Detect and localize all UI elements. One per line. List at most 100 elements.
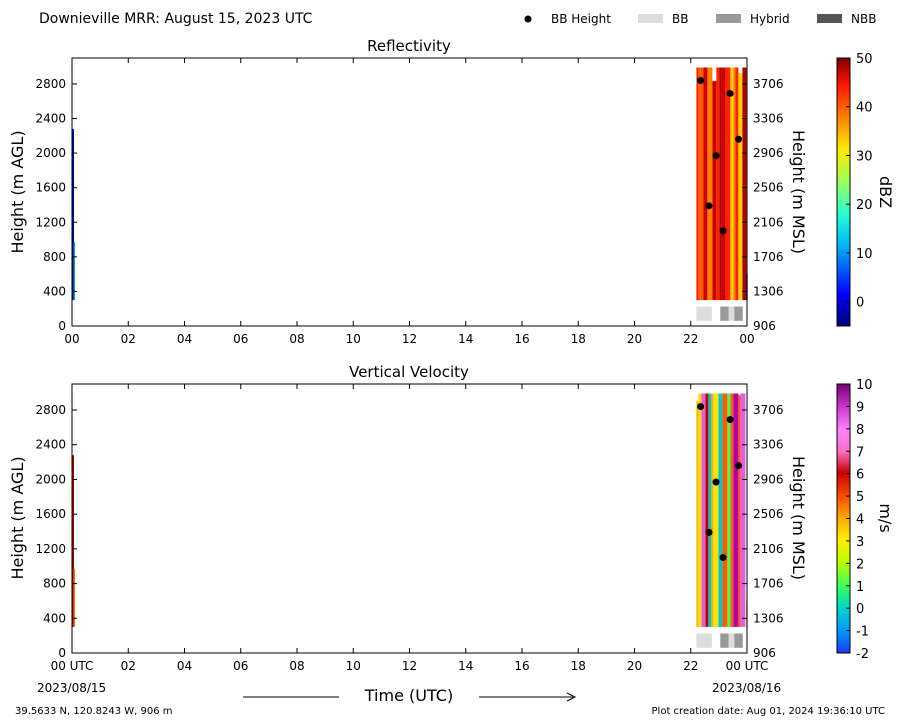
velocity-return-column bbox=[698, 393, 702, 627]
reflectivity-x-tick-label: 08 bbox=[289, 332, 304, 346]
reflectivity-y-right-tick-label: 1306 bbox=[753, 284, 784, 298]
velocity-colorbar-label: m/s bbox=[876, 503, 895, 532]
reflectivity-bb-type-block bbox=[728, 306, 735, 321]
legend: BB Height BB Hybrid NBB bbox=[524, 12, 876, 26]
reflectivity-colorbar-tick-label: 0 bbox=[856, 296, 864, 311]
velocity-bb-type-block bbox=[720, 633, 729, 648]
velocity-x-tick-label: 00 UTC bbox=[51, 659, 94, 673]
velocity-return-column bbox=[727, 393, 731, 627]
velocity-y-right-tick-label: 2506 bbox=[753, 507, 784, 521]
reflectivity-ylabel-right: Height (m MSL) bbox=[789, 130, 808, 254]
reflectivity-y-right-tick-label: 1706 bbox=[753, 250, 784, 264]
reflectivity-x-tick-label: 06 bbox=[233, 332, 248, 346]
velocity-colorbar-tick-label: 10 bbox=[856, 378, 873, 393]
reflectivity-early-return bbox=[73, 242, 75, 301]
velocity-colorbar-tick-label: -1 bbox=[856, 625, 869, 640]
reflectivity-return-column bbox=[707, 67, 713, 301]
start-date: 2023/08/15 bbox=[37, 681, 106, 695]
reflectivity-x-tick-label: 22 bbox=[683, 332, 698, 346]
velocity-bb-type-block bbox=[728, 633, 735, 648]
station-location: 39.5633 N, 120.8243 W, 906 m bbox=[15, 706, 173, 717]
velocity-bb-height-point bbox=[735, 462, 743, 470]
velocity-y-right-tick-label: 906 bbox=[753, 646, 776, 660]
velocity-y-tick-label: 2000 bbox=[35, 472, 66, 486]
reflectivity-colorbar-tick-label: 30 bbox=[856, 149, 873, 164]
legend-hybrid-swatch bbox=[716, 14, 741, 23]
reflectivity-x-tick-label: 04 bbox=[177, 332, 192, 346]
reflectivity-bb-height-point bbox=[735, 135, 743, 143]
reflectivity-x-tick-label: 20 bbox=[627, 332, 642, 346]
velocity-colorbar-tick-label: 2 bbox=[856, 557, 864, 572]
velocity-x-tick-label: 22 bbox=[683, 659, 698, 673]
reflectivity-return-column bbox=[725, 67, 731, 301]
velocity-x-tick-label: 00 UTC bbox=[726, 659, 769, 673]
velocity-y-tick-label: 2400 bbox=[35, 438, 66, 452]
dbz-colorbar-label: dBZ bbox=[876, 176, 895, 208]
velocity-y-right-tick-label: 3306 bbox=[753, 438, 784, 452]
reflectivity-x-tick-label: 12 bbox=[402, 332, 417, 346]
reflectivity-return-column bbox=[730, 67, 734, 301]
reflectivity-colorbar-tick-label: 20 bbox=[856, 198, 873, 213]
reflectivity-plot-area bbox=[72, 58, 747, 326]
reflectivity-y-right-tick-label: 906 bbox=[753, 319, 776, 333]
time-axis-arrowhead bbox=[566, 692, 577, 702]
velocity-bb-height-point bbox=[726, 416, 734, 424]
reflectivity-y-right-tick-label: 2106 bbox=[753, 215, 784, 229]
velocity-x-tick-label: 20 bbox=[627, 659, 642, 673]
reflectivity-colorbar-tick-label: 50 bbox=[856, 52, 873, 67]
velocity-early-return bbox=[73, 568, 75, 627]
velocity-x-tick-label: 18 bbox=[571, 659, 586, 673]
velocity-y-right-tick-label: 1306 bbox=[753, 611, 784, 625]
reflectivity-bb-type-block bbox=[734, 306, 743, 321]
velocity-return-column bbox=[718, 393, 723, 627]
reflectivity-return-column bbox=[703, 67, 708, 301]
velocity-return-column bbox=[711, 393, 714, 627]
velocity-y-right-tick-label: 3706 bbox=[753, 403, 784, 417]
velocity-return-column bbox=[701, 393, 706, 627]
reflectivity-bb-height-point bbox=[726, 89, 734, 97]
reflectivity-return-column bbox=[698, 67, 701, 301]
velocity-colorbar-tick-label: 0 bbox=[856, 602, 864, 617]
reflectivity-radar-returns bbox=[72, 67, 748, 301]
velocity-bb-type-block bbox=[696, 633, 712, 648]
velocity-return-column bbox=[708, 393, 712, 627]
reflectivity-y-tick-label: 0 bbox=[58, 319, 66, 333]
reflectivity-y-tick-label: 1200 bbox=[35, 215, 66, 229]
velocity-bb-height-point bbox=[697, 403, 705, 411]
velocity-colorbar-tick-label: 4 bbox=[856, 513, 864, 528]
reflectivity-y-tick-label: 1600 bbox=[35, 181, 66, 195]
reflectivity-x-tick-label: 18 bbox=[571, 332, 586, 346]
velocity-x-tick-label: 04 bbox=[177, 659, 192, 673]
reflectivity-bb-type-block bbox=[720, 306, 729, 321]
velocity-y-right-tick-label: 1706 bbox=[753, 577, 784, 591]
reflectivity-bb-height-point bbox=[705, 202, 713, 210]
velocity-return-column bbox=[713, 393, 719, 627]
figure-title: Downieville MRR: August 15, 2023 UTC bbox=[39, 11, 313, 27]
velocity-return-column bbox=[696, 400, 699, 627]
reflectivity-y-right-tick-label: 3706 bbox=[753, 77, 784, 91]
velocity-bb-height-point bbox=[719, 554, 727, 562]
reflectivity-bb-height-point bbox=[719, 227, 727, 235]
reflectivity-x-tick-label: 16 bbox=[514, 332, 529, 346]
reflectivity-colorbar-tick-label: 40 bbox=[856, 101, 873, 116]
reflectivity-return-column bbox=[733, 67, 736, 301]
velocity-y-tick-label: 1200 bbox=[35, 542, 66, 556]
velocity-return-column bbox=[722, 393, 728, 627]
reflectivity-return-column bbox=[719, 67, 722, 301]
reflectivity-y-tick-label: 2400 bbox=[35, 112, 66, 126]
reflectivity-y-tick-label: 2800 bbox=[35, 77, 66, 91]
velocity-y-tick-label: 1600 bbox=[35, 507, 66, 521]
reflectivity-x-tick-label: 00 bbox=[739, 332, 754, 346]
reflectivity-return-column bbox=[700, 67, 704, 301]
reflectivity-return-column bbox=[721, 67, 726, 301]
reflectivity-y-tick-label: 800 bbox=[43, 250, 66, 264]
reflectivity-bb-height-point bbox=[697, 76, 705, 84]
reflectivity-y-right-tick-label: 2906 bbox=[753, 146, 784, 160]
velocity-y-tick-label: 400 bbox=[43, 611, 66, 625]
velocity-return-column bbox=[738, 395, 741, 627]
velocity-bb-type-block bbox=[734, 633, 743, 648]
reflectivity-x-tick-label: 10 bbox=[346, 332, 361, 346]
velocity-return-column bbox=[705, 393, 709, 627]
velocity-colorbar-tick-label: 8 bbox=[856, 423, 864, 438]
velocity-title: Vertical Velocity bbox=[349, 363, 469, 381]
